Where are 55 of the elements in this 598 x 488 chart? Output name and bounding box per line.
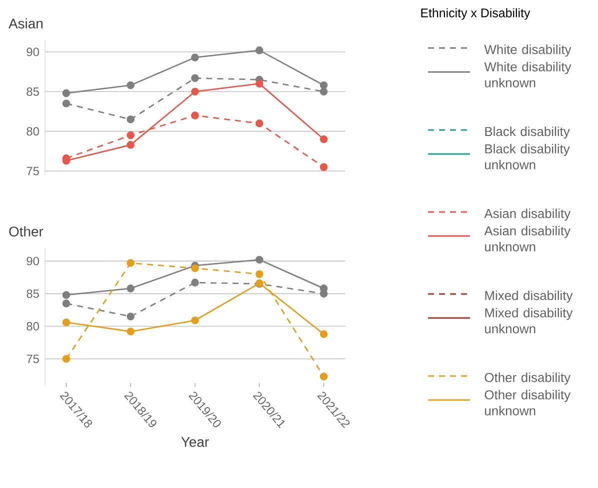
y-tick-label: 75 xyxy=(26,166,39,176)
point xyxy=(126,116,135,124)
point xyxy=(126,328,135,336)
point xyxy=(320,284,328,292)
point xyxy=(191,278,199,286)
point xyxy=(255,270,264,278)
point xyxy=(191,112,199,120)
point xyxy=(126,131,135,140)
legend-label: Asian disability xyxy=(484,208,571,221)
point xyxy=(191,74,199,82)
chart-title: Asian xyxy=(8,18,43,29)
point xyxy=(126,81,135,90)
legend-title: Ethnicity x Disability xyxy=(421,8,530,20)
point xyxy=(191,54,199,62)
point xyxy=(62,291,70,299)
point xyxy=(191,316,199,324)
point xyxy=(62,100,70,108)
point xyxy=(126,259,135,267)
legend-label: Mixed disability xyxy=(485,290,573,303)
y-tick-label: 80 xyxy=(26,322,40,331)
legend-label: Other disability xyxy=(484,372,571,385)
point xyxy=(320,81,328,90)
legend-label: Mixed disability unknown xyxy=(485,308,573,334)
point xyxy=(62,355,70,363)
point xyxy=(320,372,328,380)
point xyxy=(255,46,264,54)
point xyxy=(255,80,264,88)
y-tick-label: 90 xyxy=(26,256,40,266)
legend-label: White disability unknown xyxy=(484,62,572,88)
y-tick-label: 85 xyxy=(26,87,39,96)
point xyxy=(320,135,328,144)
point xyxy=(255,119,264,128)
y-tick-label: 80 xyxy=(26,127,40,136)
y-tick-label: 75 xyxy=(26,354,39,364)
point xyxy=(62,89,70,98)
point xyxy=(62,318,70,326)
legend-label: Black disability unknown xyxy=(485,144,570,170)
point xyxy=(126,312,135,320)
y-tick-label: 90 xyxy=(26,48,40,56)
legend-label: White disability xyxy=(484,44,572,57)
point xyxy=(320,88,328,96)
legend-label: Black disability xyxy=(485,126,570,139)
legend-label: Asian disability unknown xyxy=(484,226,571,252)
point xyxy=(191,264,199,272)
x-axis-title: Year xyxy=(181,437,209,447)
legend-label: Other disability unknown xyxy=(484,390,571,416)
point xyxy=(191,88,199,96)
chart-title: Other xyxy=(9,226,44,237)
point xyxy=(255,256,264,264)
y-tick-label: 85 xyxy=(26,289,39,298)
point xyxy=(320,163,328,171)
point xyxy=(62,300,70,308)
point xyxy=(320,330,328,338)
point xyxy=(126,140,135,149)
point xyxy=(126,284,135,292)
